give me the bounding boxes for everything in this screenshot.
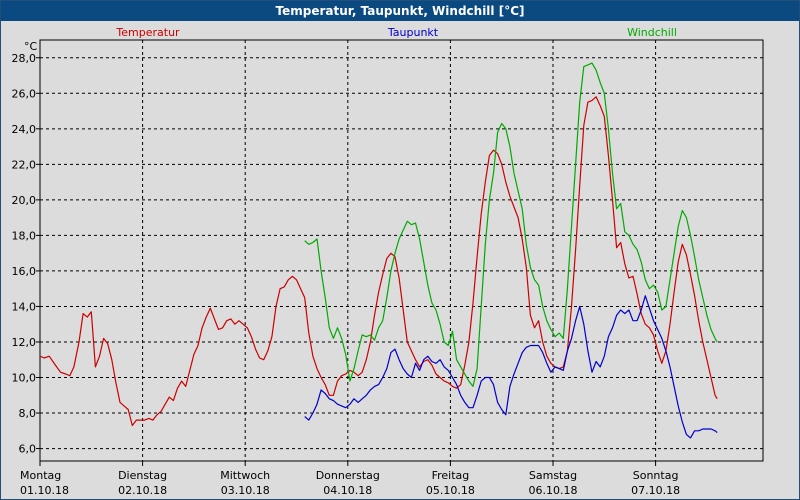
y-tick-label: 14,0 (12, 300, 37, 313)
legend-item-taupunkt: Taupunkt (387, 26, 439, 39)
x-tick-day-label: Samstag (529, 469, 577, 482)
y-tick-label: 24,0 (12, 123, 37, 136)
x-tick-date-label: 01.10.18 (20, 484, 69, 497)
x-tick-date-label: 04.10.18 (323, 484, 372, 497)
series-line-taupunkt (304, 295, 718, 439)
x-tick-date-label: 07.10.18 (631, 484, 680, 497)
x-tick-date-label: 05.10.18 (426, 484, 475, 497)
series-line-temperatur (39, 96, 718, 427)
y-tick-label: 10,0 (12, 372, 37, 385)
x-tick-day-label: Sonntag (633, 469, 679, 482)
series-line-windchill (304, 62, 718, 387)
x-tick-date-label: 03.10.18 (221, 484, 270, 497)
axis-labels: 6,0 8,0 10,0 12,0 14,0 16,0 18,0 20,0 22,0 24,0 26… (12, 40, 681, 497)
axes (36, 39, 764, 466)
y-tick-label: 26,0 (12, 87, 37, 100)
legend-item-temperatur: Temperatur (115, 26, 180, 39)
y-tick-label: 8,0 (19, 407, 37, 420)
x-tick-day-label: Montag (20, 469, 61, 482)
x-tick-day-label: Donnerstag (316, 469, 380, 482)
x-tick-date-label: 02.10.18 (118, 484, 167, 497)
x-tick-day-label: Freitag (432, 469, 470, 482)
y-axis-unit: °C (24, 40, 38, 53)
grid-lines (40, 40, 763, 461)
y-tick-label: 12,0 (12, 336, 37, 349)
y-tick-label: 16,0 (12, 265, 37, 278)
legend-item-windchill: Windchill (627, 26, 677, 39)
y-tick-label: 22,0 (12, 158, 37, 171)
chart-title: Temperatur, Taupunkt, Windchill [°C] (1, 1, 799, 21)
legend: Temperatur Taupunkt Windchill (115, 26, 677, 39)
series-lines (39, 62, 718, 439)
y-tick-label: 18,0 (12, 229, 37, 242)
plot-frame (39, 39, 764, 462)
y-tick-label: 20,0 (12, 194, 37, 207)
x-tick-day-label: Dienstag (118, 469, 167, 482)
y-tick-label: 28,0 (12, 52, 37, 65)
y-tick-label: 6,0 (19, 443, 37, 456)
x-tick-day-label: Mittwoch (220, 469, 270, 482)
x-tick-date-label: 06.10.18 (529, 484, 578, 497)
